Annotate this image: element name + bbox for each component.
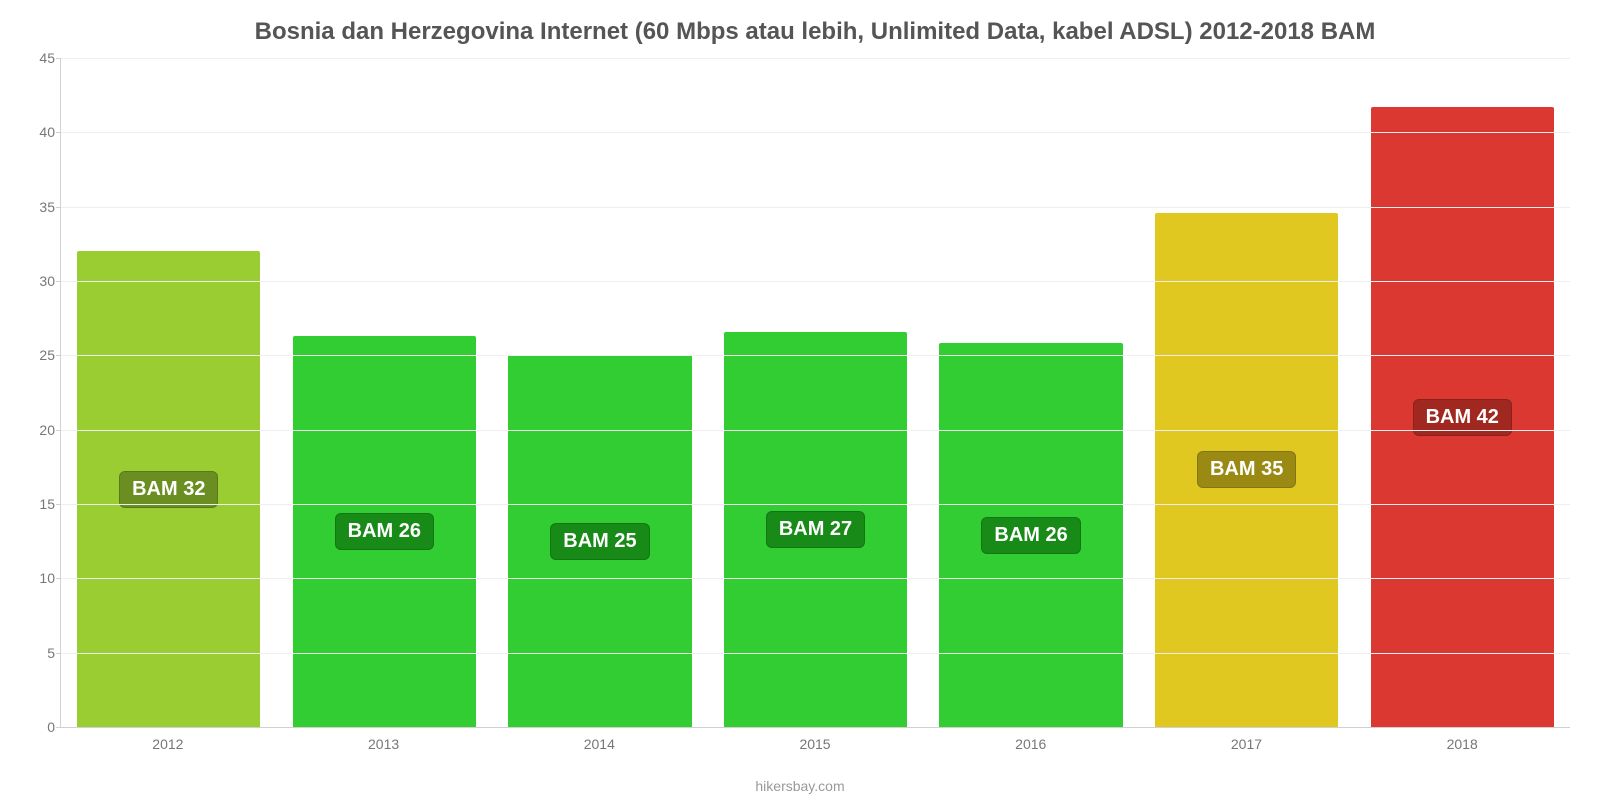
bar: BAM 26 [939,343,1122,727]
y-tick-mark [56,207,61,208]
grid-line [61,504,1570,505]
y-tick-label: 20 [23,422,55,438]
x-axis-label: 2013 [276,736,492,752]
bar: BAM 42 [1371,107,1554,727]
y-tick-mark [56,132,61,133]
bar-value-label: BAM 27 [766,511,865,548]
grid-line [61,430,1570,431]
bar: BAM 25 [508,355,691,727]
x-axis-label: 2017 [1139,736,1355,752]
y-tick-mark [56,578,61,579]
grid-line [61,207,1570,208]
plot-area: BAM 32 BAM 26 BAM 25 BAM 27 BAM 26 BAM 35 BAM … [60,58,1570,728]
x-axis-label: 2014 [491,736,707,752]
x-axis-label: 2015 [707,736,923,752]
bar-slot: BAM 26 [277,58,493,727]
attribution-text: hikersbay.com [0,778,1600,794]
bar-slot: BAM 27 [708,58,924,727]
y-tick-mark [56,430,61,431]
y-tick-label: 35 [23,199,55,215]
bars-row: BAM 32 BAM 26 BAM 25 BAM 27 BAM 26 BAM 35 BAM … [61,58,1570,727]
y-tick-label: 30 [23,273,55,289]
chart-title: Bosnia dan Herzegovina Internet (60 Mbps… [60,18,1570,46]
y-tick-mark [56,355,61,356]
grid-line [61,355,1570,356]
y-tick-label: 15 [23,496,55,512]
grid-line [61,132,1570,133]
y-tick-mark [56,58,61,59]
y-tick-label: 5 [23,645,55,661]
bar: BAM 32 [77,251,260,727]
bar-value-label: BAM 35 [1197,451,1296,488]
bar-slot: BAM 26 [923,58,1139,727]
bar: BAM 26 [293,336,476,727]
y-tick-label: 45 [23,50,55,66]
grid-line [61,653,1570,654]
bar-value-label: BAM 25 [550,523,649,560]
bar-value-label: BAM 26 [335,513,434,550]
grid-line [61,281,1570,282]
grid-line [61,58,1570,59]
chart-container: Bosnia dan Herzegovina Internet (60 Mbps… [0,0,1600,800]
bar-value-label: BAM 26 [981,517,1080,554]
bar-slot: BAM 42 [1354,58,1570,727]
x-axis-label: 2012 [60,736,276,752]
y-tick-mark [56,653,61,654]
y-tick-mark [56,504,61,505]
y-tick-mark [56,281,61,282]
x-axis-labels: 2012201320142015201620172018 [60,736,1570,752]
bar: BAM 27 [724,332,907,727]
x-axis-label: 2018 [1354,736,1570,752]
x-axis-label: 2016 [923,736,1139,752]
y-tick-label: 40 [23,124,55,140]
grid-line [61,578,1570,579]
bar-slot: BAM 35 [1139,58,1355,727]
bar-slot: BAM 32 [61,58,277,727]
y-tick-label: 10 [23,570,55,586]
bar-slot: BAM 25 [492,58,708,727]
bar: BAM 35 [1155,213,1338,727]
bar-value-label: BAM 32 [119,471,218,508]
y-tick-label: 25 [23,347,55,363]
y-tick-mark [56,727,61,728]
y-tick-label: 0 [23,719,55,735]
